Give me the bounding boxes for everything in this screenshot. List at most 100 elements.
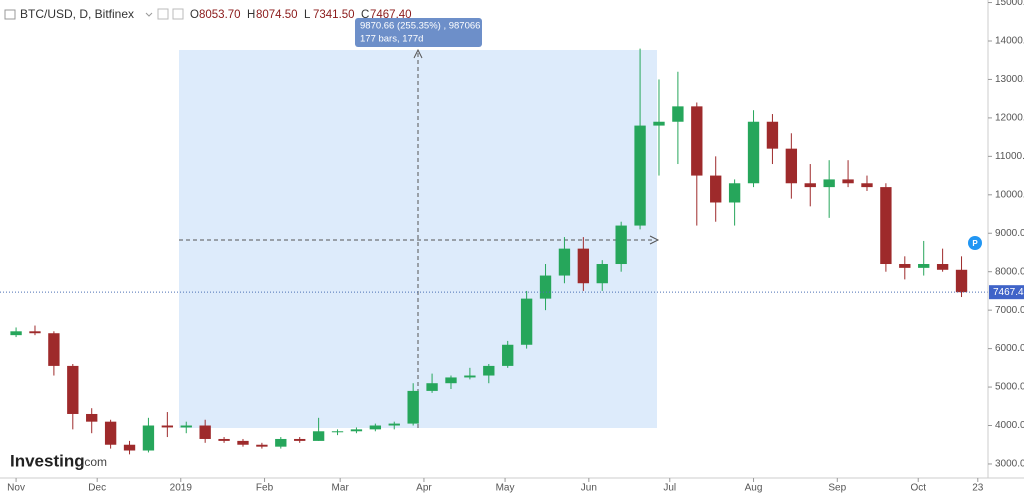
x-tick-label: 2019 [170,483,193,494]
candle-body [728,183,741,203]
candle-body [350,429,363,432]
measure-tooltip [355,18,482,47]
x-tick-label: Aug [745,483,763,494]
x-tick-label: Sep [828,483,846,494]
candle-body [766,121,779,149]
x-tick-label: Dec [88,483,106,494]
x-tick-label: Feb [256,483,274,494]
measure-text: 177 bars, 177d [360,34,423,45]
candle-body [804,183,816,188]
candle-body [936,264,949,270]
candle-body [199,425,211,439]
candle-body [388,423,400,426]
candle-body [86,413,98,422]
y-tick-label: 9000.00 [995,228,1024,239]
candle-body [691,106,703,176]
candle-body [842,179,854,184]
candle-body [823,179,835,188]
candle-body [275,438,287,447]
candle-body [653,121,665,126]
marker-p [968,236,982,250]
candle-body [785,148,798,184]
measure-text: 9870.66 (255.35%) , 987066 [360,21,480,32]
candle-body [123,444,136,451]
chart-title: BTC/USD, D, Bitfinex [20,7,134,21]
y-tick-label: 7000.00 [995,305,1024,316]
candle-body [634,125,646,226]
candle-body [48,333,60,366]
candle-body [312,431,325,441]
y-tick-label: 5000.00 [995,382,1024,393]
candle-body [180,425,192,428]
candle-body [861,183,873,188]
icon[interactable] [157,8,169,20]
ohlc-legend: O 8053.70 H 8074.50 L 7341.50 C 7467.40 [190,9,412,21]
y-tick-label: 10000.00 [995,189,1024,200]
candle-body [104,421,117,445]
candle-body [331,431,344,433]
candle-body [539,275,552,299]
candle-body [502,344,514,366]
dropdown[interactable] [145,12,153,17]
ohlc-key: L [304,9,311,21]
candle-body [747,121,760,184]
y-tick-label: 13000.00 [995,74,1024,85]
last-price-label: 7467.4 [993,287,1024,298]
y-tick-label: 6000.00 [995,343,1024,354]
candle-body [710,175,722,203]
ohlc-value: 8074.50 [256,9,298,21]
candle-body [577,248,590,284]
x-tick-label: Oct [910,483,926,494]
symbol-icon [4,9,16,20]
y-tick-label: 11000.00 [995,151,1024,162]
plot [0,48,988,455]
measure-arrow [649,235,660,245]
candle-body [294,438,306,441]
candle-body [29,331,41,334]
measure-arrow [413,48,423,59]
candle-body [880,187,892,265]
y-tick-label: 15000.00 [995,0,1024,8]
candle-body [142,425,155,451]
x-tick-label: 23 [972,483,984,494]
x-tick-label: May [496,483,515,494]
candle-body [672,106,684,122]
ohlc-value: 8053.70 [199,9,241,21]
x-tick-label: Jun [581,483,597,494]
ohlc-value: 7341.50 [313,9,355,21]
candle-body [899,264,911,268]
y-tick-label: 3000.00 [995,459,1024,470]
y-tick-label: 14000.00 [995,36,1024,47]
candle-body [256,444,268,447]
candle-body [369,425,382,430]
candle-body [237,440,249,445]
marker-p-text: P [972,239,978,248]
candle-body [520,298,533,345]
candle-body [596,264,608,284]
candle-body [426,383,438,391]
candle-body [464,375,476,378]
ohlc-value: 7467.40 [370,9,412,21]
candle-body [918,264,930,268]
brand-suffix: .com [81,455,107,469]
candle-body [955,269,968,293]
x-tick-label: Mar [332,483,350,494]
ohlc-key: C [361,9,369,21]
brand: Investing [10,451,85,470]
icon[interactable] [172,8,184,20]
x-tick-label: Nov [7,483,25,494]
candle-body [445,377,457,384]
y-tick-label: 12000.00 [995,113,1024,124]
ohlc-key: O [190,9,199,21]
ohlc-key: H [247,9,255,21]
y-tick-label: 4000.00 [995,420,1024,431]
candle-body [407,390,419,424]
candle-body [67,365,79,414]
y-tick-label: 8000.00 [995,266,1024,277]
x-tick-label: Apr [416,483,432,494]
candle-body [10,331,22,336]
candle-body [483,365,495,376]
candle-body [615,225,627,265]
candle-body [161,425,174,428]
